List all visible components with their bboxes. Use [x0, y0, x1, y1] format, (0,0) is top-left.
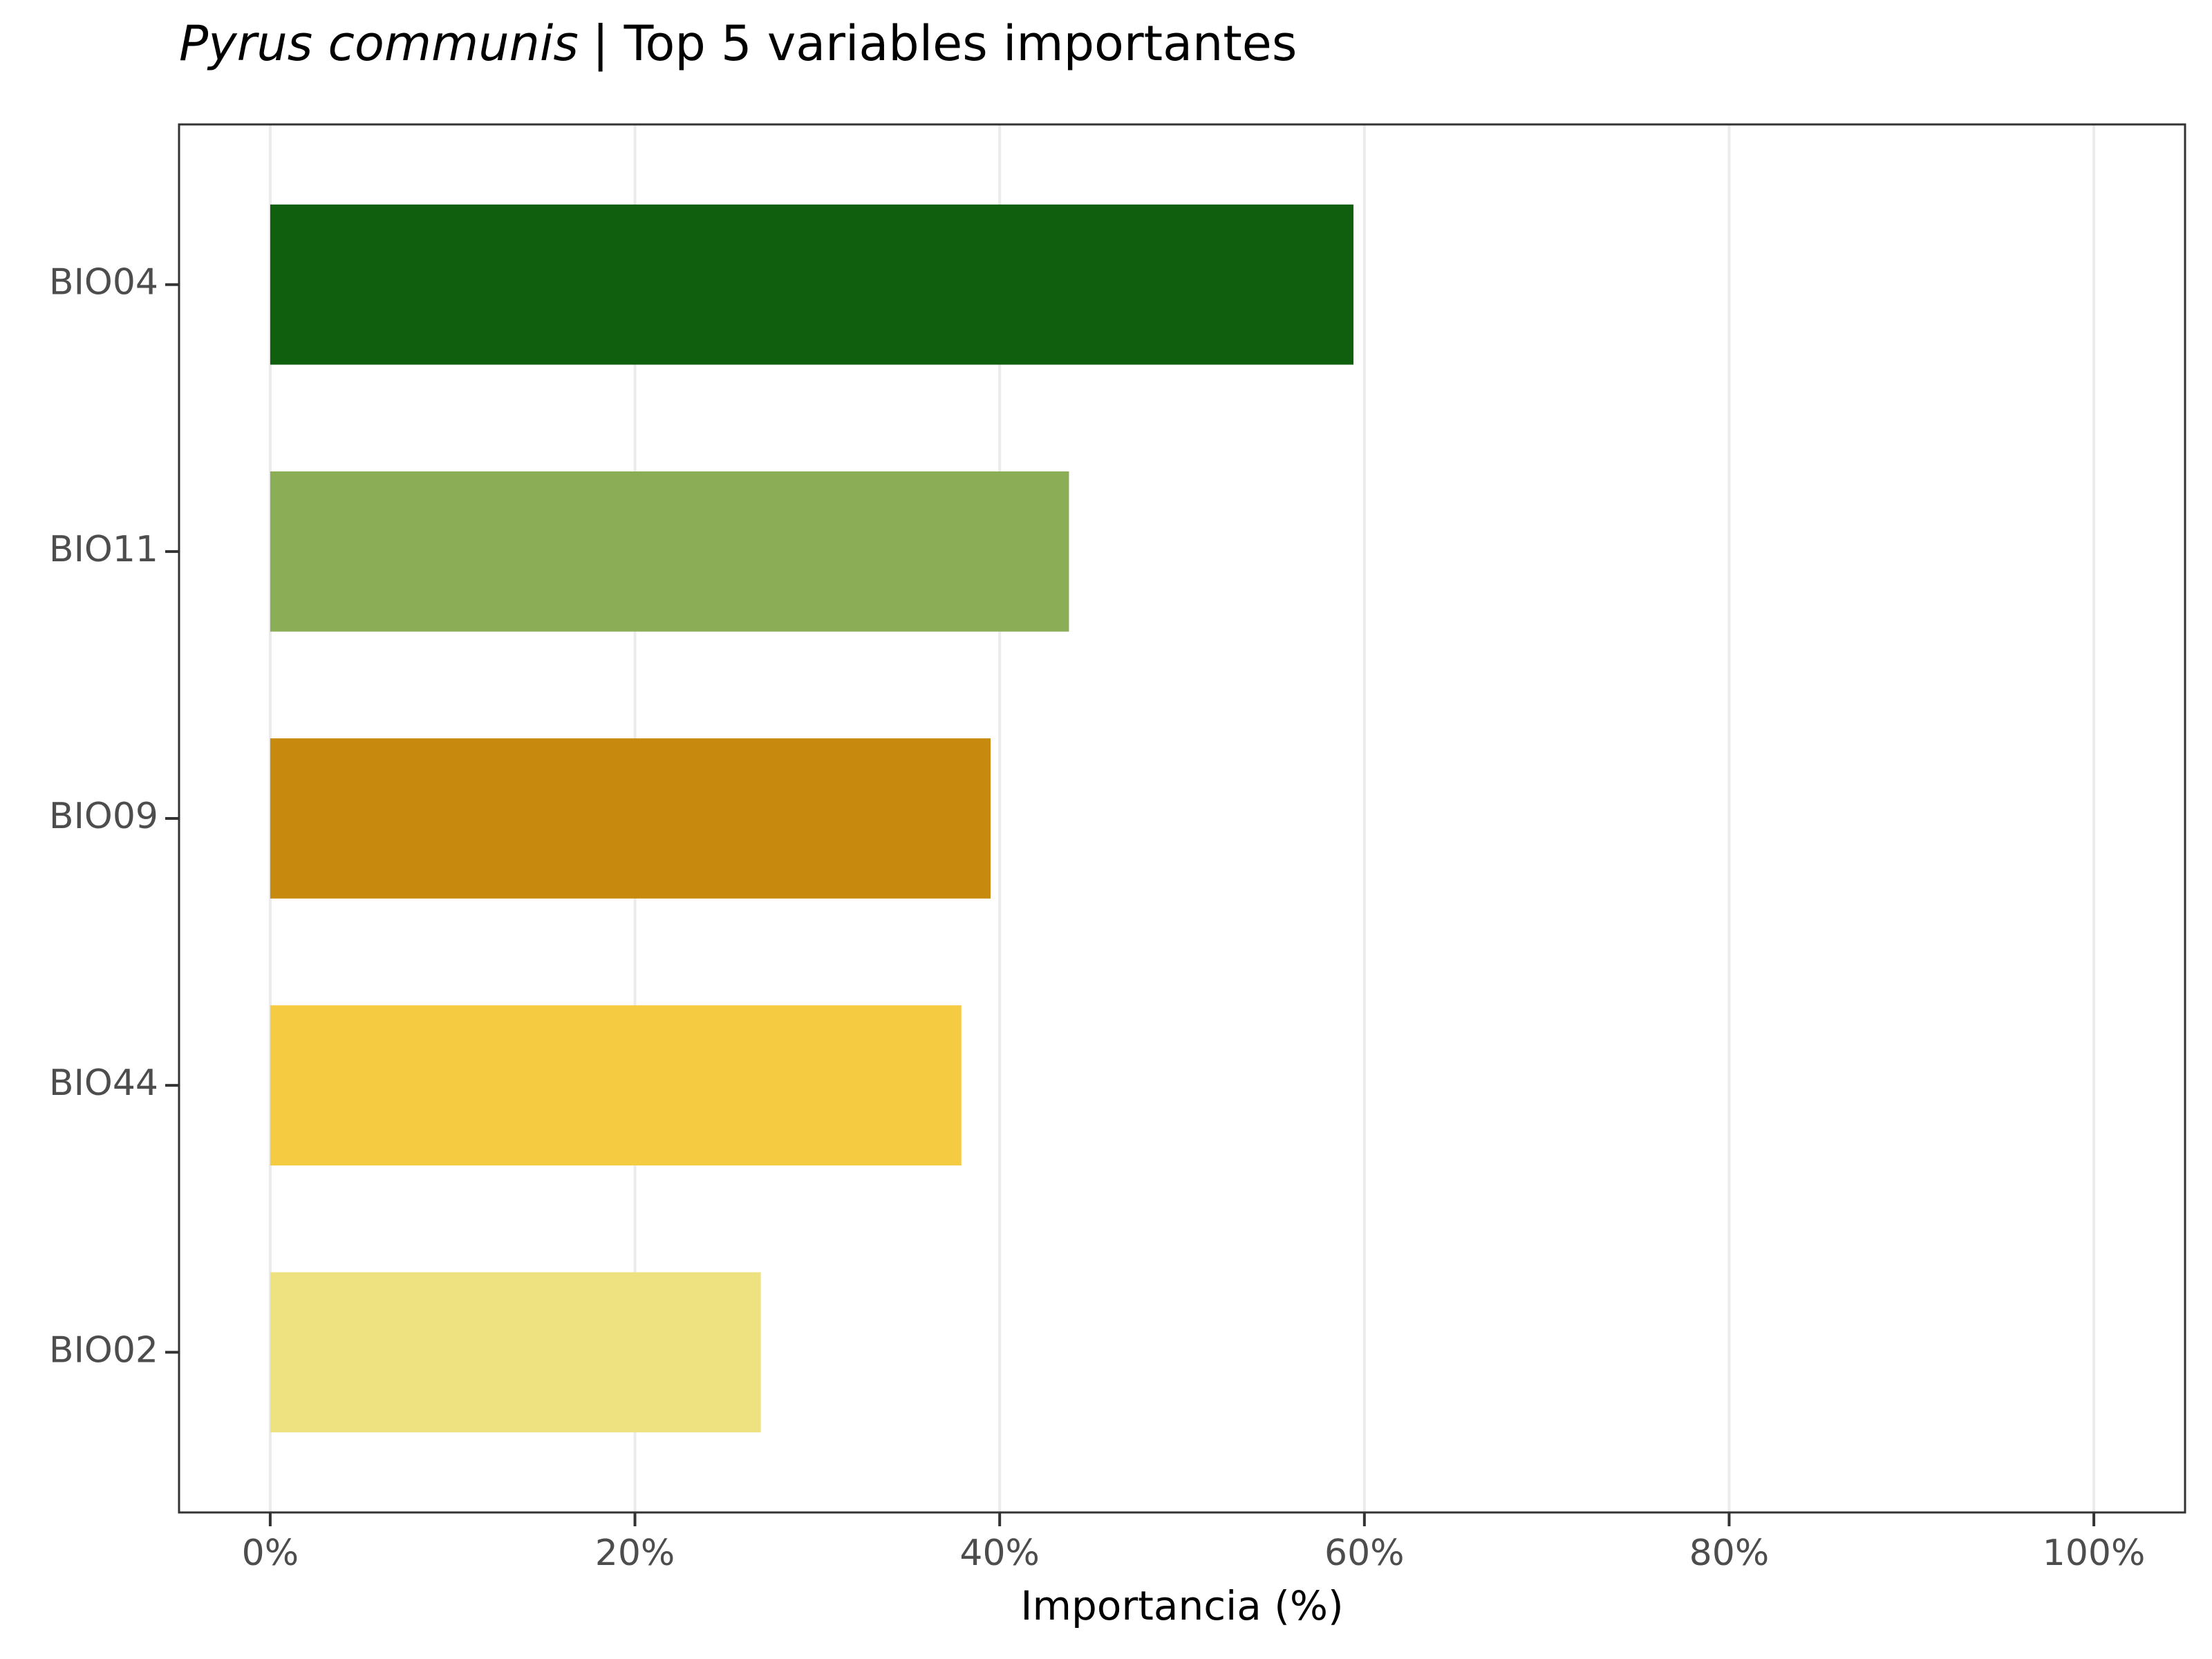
- bar: [270, 1005, 962, 1165]
- bar: [270, 471, 1069, 632]
- title-species: Pyrus communis: [179, 15, 579, 72]
- bar: [270, 1272, 761, 1433]
- x-tick-label: 80%: [1689, 1533, 1770, 1574]
- x-tick-label: 100%: [2043, 1533, 2146, 1574]
- bar: [270, 204, 1353, 365]
- x-tick-label: 40%: [959, 1533, 1040, 1574]
- panel-border: [178, 123, 2186, 1514]
- y-tick-label: BIO02: [49, 1329, 158, 1371]
- y-tick-label: BIO09: [49, 796, 158, 837]
- y-tick-label: BIO11: [49, 529, 158, 570]
- x-tick-label: 20%: [595, 1533, 675, 1574]
- plot-area: 0% 20% 40% 60% 80% 100% BIO04 BIO11 BIO09 BIO44 BI…: [49, 123, 2186, 1574]
- x-tick-label: 60%: [1324, 1533, 1405, 1574]
- y-tick-label: BIO04: [49, 262, 158, 303]
- chart-title: Pyrus communis | Top 5 variables importan…: [179, 15, 1297, 72]
- bar: [270, 738, 991, 899]
- y-tick-label: BIO44: [49, 1062, 158, 1104]
- x-axis-title: Importancia (%): [1020, 1582, 1343, 1629]
- title-text: | Top 5 variables importantes: [592, 15, 1297, 72]
- x-tick-label: 0%: [242, 1533, 299, 1574]
